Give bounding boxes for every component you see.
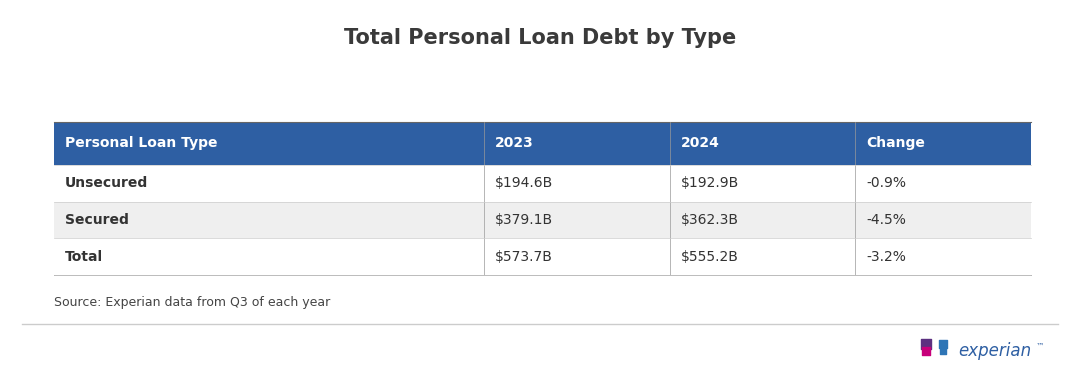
Text: $192.9B: $192.9B	[680, 176, 739, 190]
Text: Total Personal Loan Debt by Type: Total Personal Loan Debt by Type	[343, 27, 737, 48]
Text: Secured: Secured	[65, 213, 129, 227]
Point	[934, 348, 951, 354]
Bar	[54, 122, 1031, 165]
Text: Personal Loan Type: Personal Loan Type	[65, 136, 217, 150]
Text: 2024: 2024	[680, 136, 719, 150]
Bar	[54, 165, 1031, 202]
Text: ™: ™	[1036, 342, 1044, 351]
Text: 2023: 2023	[495, 136, 534, 150]
Text: $555.2B: $555.2B	[680, 250, 739, 264]
Text: Unsecured: Unsecured	[65, 176, 148, 190]
Text: Total: Total	[65, 250, 103, 264]
Point	[917, 348, 934, 354]
Text: $573.7B: $573.7B	[495, 250, 553, 264]
Bar	[54, 238, 1031, 275]
Text: Change: Change	[866, 136, 926, 150]
Text: -4.5%: -4.5%	[866, 213, 906, 227]
Text: experian: experian	[958, 342, 1031, 360]
Text: Source: Experian data from Q3 of each year: Source: Experian data from Q3 of each ye…	[54, 296, 330, 309]
Point	[934, 341, 951, 347]
Text: $379.1B: $379.1B	[495, 213, 553, 227]
Text: $362.3B: $362.3B	[680, 213, 739, 227]
Point	[917, 341, 934, 347]
Bar	[54, 202, 1031, 238]
Text: -0.9%: -0.9%	[866, 176, 906, 190]
Text: $194.6B: $194.6B	[495, 176, 553, 190]
Text: -3.2%: -3.2%	[866, 250, 906, 264]
